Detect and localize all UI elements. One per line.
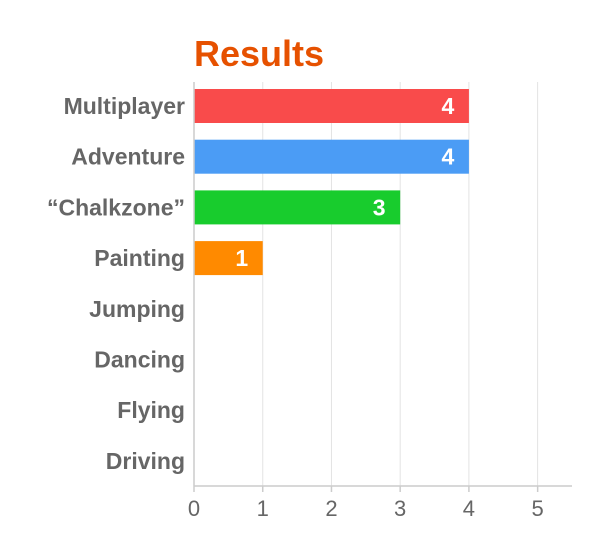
category-label: “Chalkzone”: [47, 194, 185, 220]
x-tick-label: 4: [463, 496, 475, 521]
category-label: Driving: [106, 448, 185, 474]
bars: [194, 89, 469, 276]
bar: [194, 89, 469, 123]
x-tick-label: 5: [532, 496, 544, 521]
x-tick-label: 1: [257, 496, 269, 521]
x-tick-label: 3: [394, 496, 406, 521]
bar-value-label: 3: [373, 194, 386, 220]
axes: [193, 82, 572, 492]
bar: [194, 139, 469, 174]
bar-value-label: 1: [235, 245, 248, 271]
category-label: Flying: [117, 397, 185, 423]
x-tick-label: 2: [325, 496, 337, 521]
chart-title: Results: [194, 33, 324, 74]
category-label: Dancing: [94, 347, 185, 373]
category-label: Painting: [94, 245, 185, 271]
bar-value-label: 4: [442, 93, 455, 119]
bar-value-label: 4: [442, 144, 455, 170]
labels: 0 1 2 3 4 5 Multiplayer 4 Adventure 4 “Chalkzone” 3…: [47, 93, 544, 521]
category-label: Adventure: [71, 144, 185, 170]
bar: [194, 241, 263, 276]
bar: [194, 190, 401, 225]
category-label: Multiplayer: [64, 93, 185, 119]
x-tick-label: 0: [188, 496, 200, 521]
category-label: Jumping: [89, 296, 185, 322]
